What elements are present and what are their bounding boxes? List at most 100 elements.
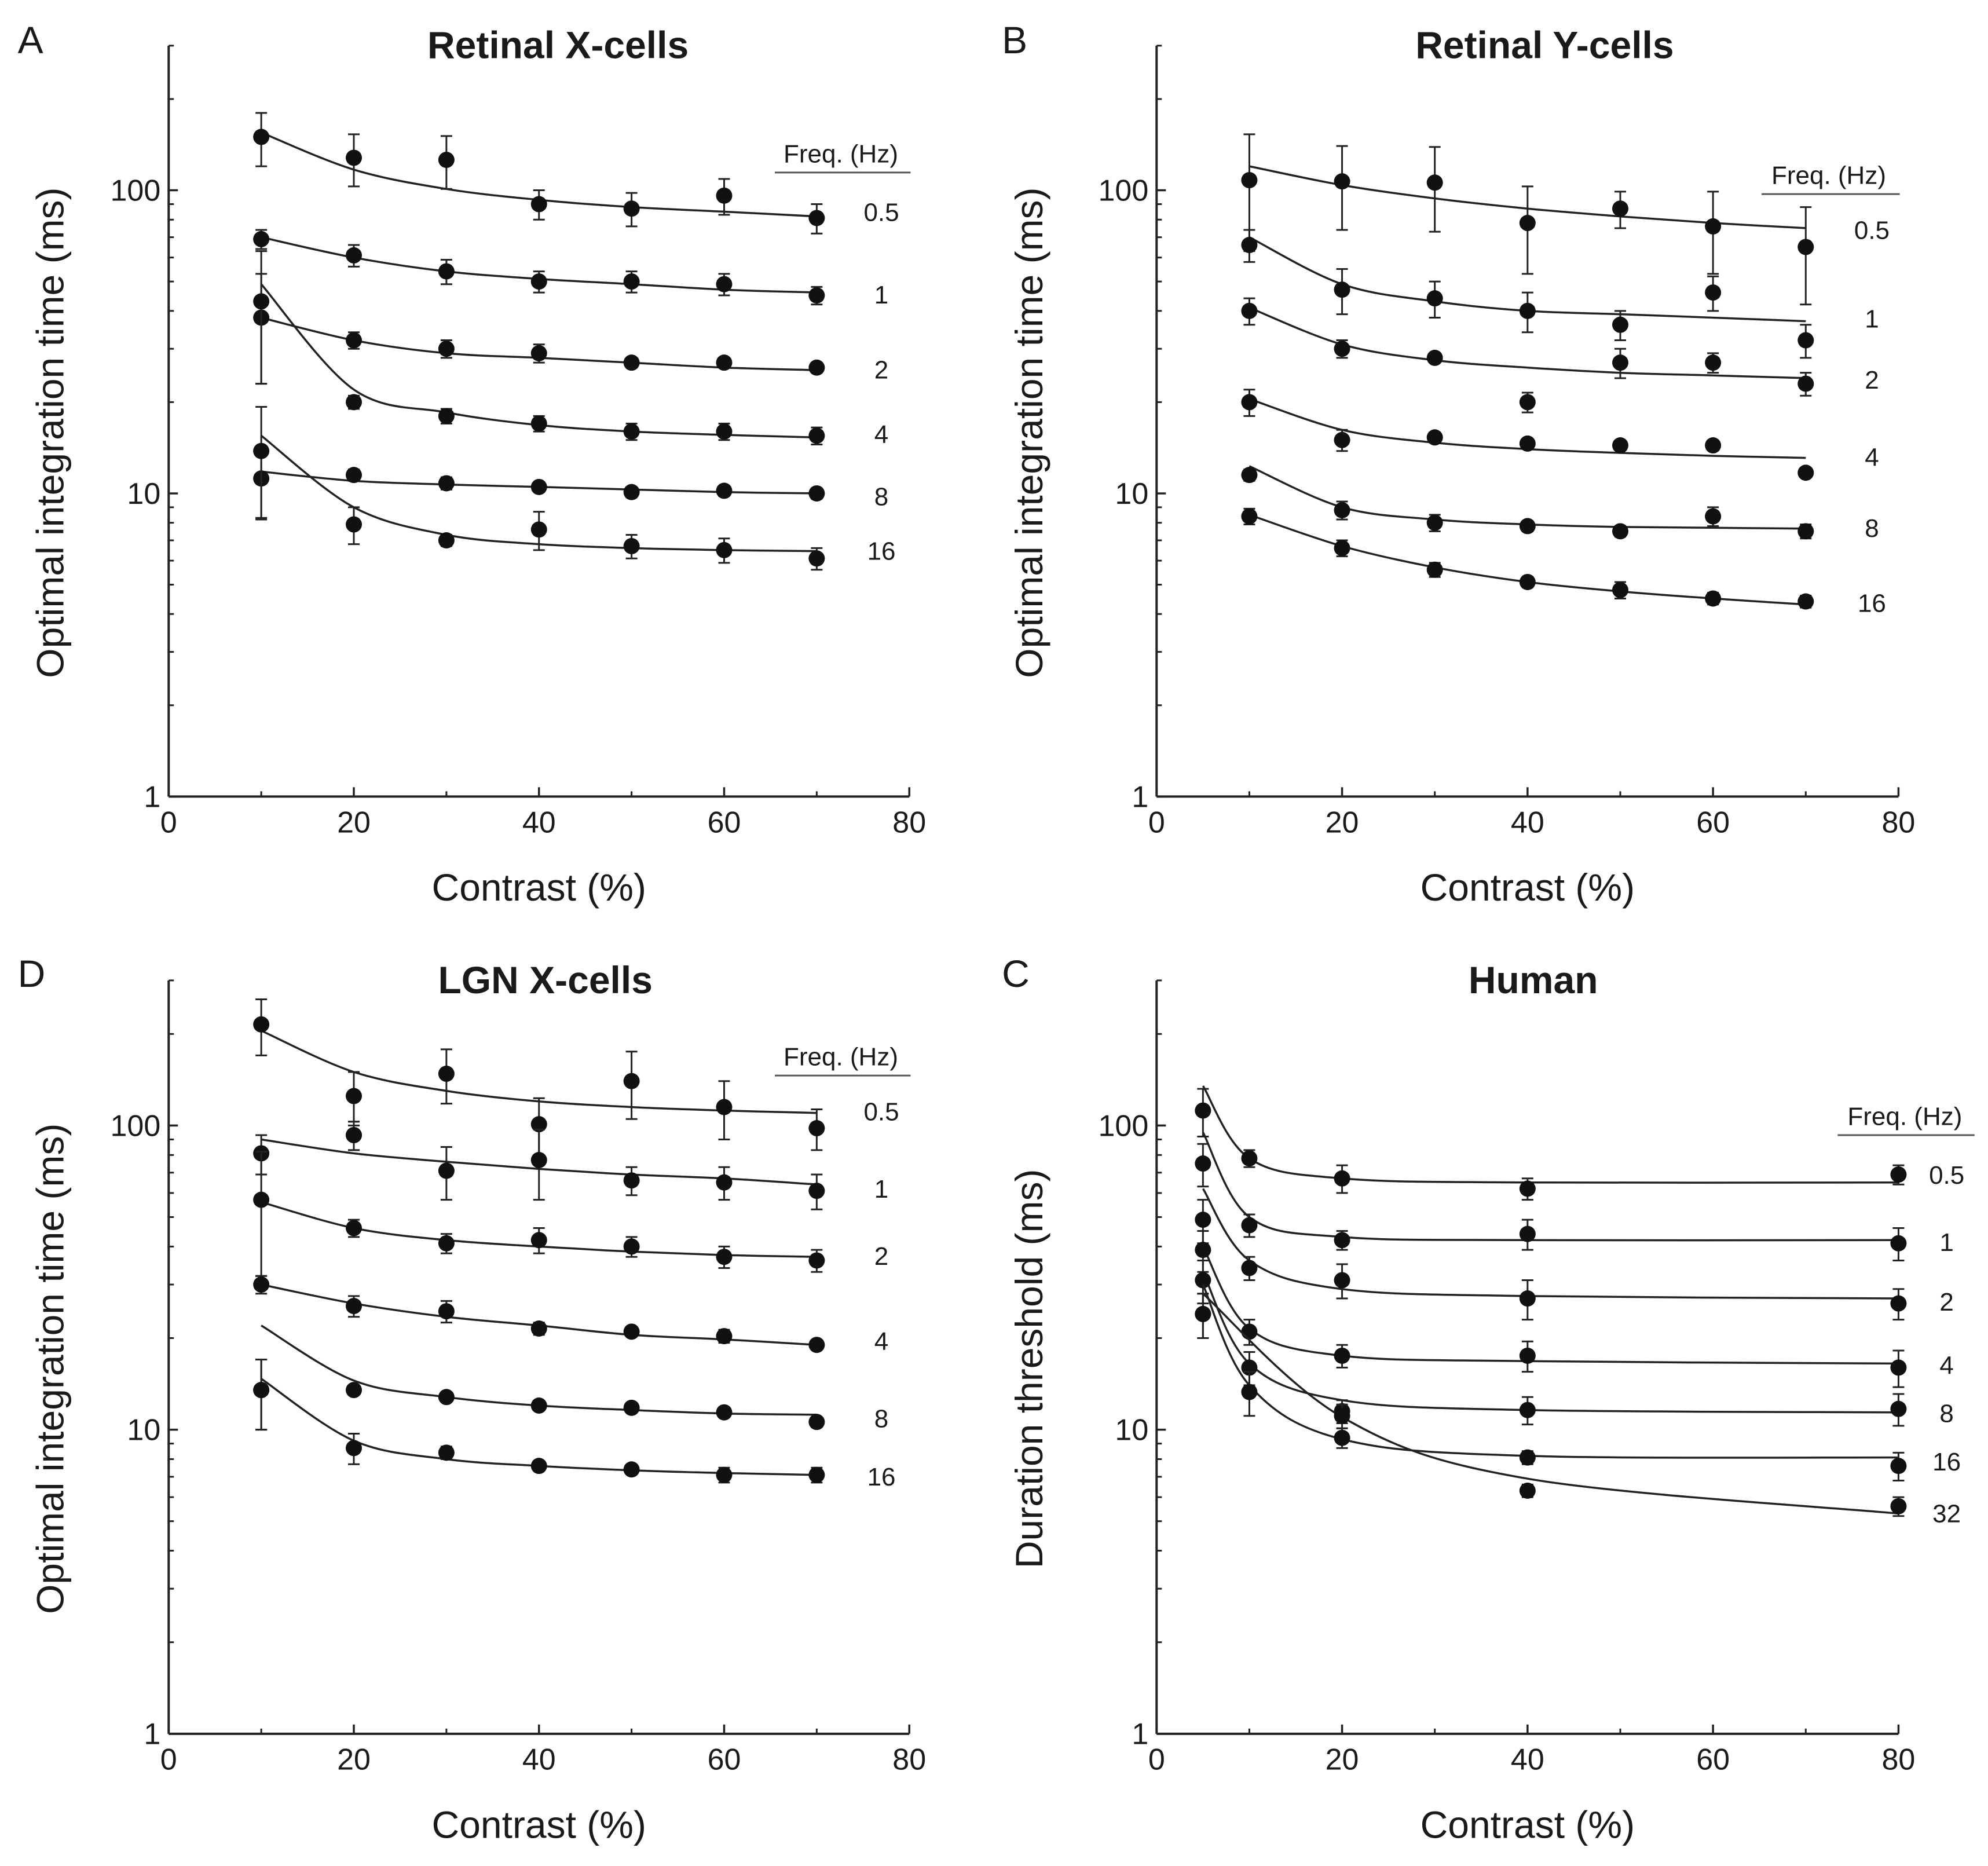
data-point: [346, 394, 363, 411]
data-point: [1334, 431, 1350, 448]
fit-curve: [1202, 1293, 1899, 1515]
x-tick-label: 60: [1696, 806, 1730, 839]
data-point: [438, 475, 455, 492]
data-point: [1890, 1458, 1907, 1474]
chart-title: Retinal X-cells: [427, 24, 689, 67]
data-point: [1705, 437, 1722, 454]
y-axis-label: Optimal integration time (ms): [29, 187, 72, 678]
data-point: [438, 152, 455, 169]
chart-title: LGN X-cells: [438, 958, 652, 1001]
data-point: [716, 187, 733, 204]
data-point: [1705, 590, 1722, 607]
data-point: [1334, 1232, 1350, 1249]
data-point: [1334, 502, 1350, 518]
series-1-hz: 1: [1195, 1132, 1954, 1261]
series-label: 2: [874, 1242, 888, 1271]
y-tick-label: 100: [111, 174, 161, 208]
fit-curve: [1202, 1085, 1899, 1184]
data-point: [716, 1099, 733, 1115]
data-point: [1241, 237, 1258, 254]
data-point: [623, 273, 640, 290]
data-point: [1241, 1150, 1258, 1167]
data-point: [1519, 1449, 1536, 1466]
panel-c: C Human 0 20 40 60 80 1 10 100 Contrast (%) Duratio…: [1002, 952, 1975, 1846]
series-0-5-hz: 0.5: [253, 112, 899, 235]
data-point: [1705, 218, 1722, 235]
y-tick-label: 10: [127, 477, 160, 511]
x-tick-label: 0: [1148, 1743, 1165, 1777]
data-point: [1705, 354, 1722, 371]
data-point: [1519, 302, 1536, 319]
data-point: [1241, 394, 1258, 411]
data-point: [1705, 508, 1722, 525]
data-point: [623, 1323, 640, 1340]
legend-title: Freq. (Hz): [784, 140, 898, 168]
data-point: [1612, 200, 1628, 217]
data-point: [438, 263, 455, 280]
data-point: [1797, 332, 1814, 349]
data-point: [438, 341, 455, 357]
data-point: [1241, 172, 1258, 189]
data-point: [1195, 1305, 1211, 1322]
data-point: [1519, 1347, 1536, 1364]
data-point: [1241, 1217, 1258, 1234]
data-point: [1426, 514, 1443, 531]
data-point: [253, 442, 270, 459]
data-point: [716, 1328, 733, 1345]
data-point: [1797, 239, 1814, 255]
series-8-hz: 8: [253, 446, 888, 521]
data-point: [1612, 581, 1628, 598]
data-point: [1334, 1170, 1350, 1187]
data-point: [1519, 394, 1536, 411]
x-tick-label: 0: [1148, 806, 1165, 839]
series-label: 8: [874, 482, 888, 511]
data-point: [1241, 508, 1258, 525]
data-point: [1519, 1180, 1536, 1197]
series-1-hz: 1: [253, 1121, 888, 1210]
data-point: [623, 200, 640, 217]
series-label: 0.5: [1854, 216, 1890, 244]
series-label: 1: [874, 1175, 888, 1203]
data-point: [346, 1220, 363, 1236]
data-point: [530, 415, 547, 432]
y-tick-label: 100: [1099, 174, 1149, 208]
data-point: [808, 1337, 825, 1353]
x-tick-label: 40: [522, 806, 556, 839]
y-tick-label: 1: [1132, 780, 1148, 814]
panel-d: D LGN X-cells 0 20 40 60 80 1 10 100 Contrast (%) O…: [18, 952, 926, 1846]
data-point: [438, 1235, 455, 1252]
data-point: [1612, 437, 1628, 454]
data-point: [623, 537, 640, 554]
data-point: [1519, 518, 1536, 535]
data-point: [346, 247, 363, 264]
series-8-hz: 8: [1241, 465, 1879, 543]
data-point: [438, 532, 455, 549]
y-tick-label: 10: [1115, 477, 1148, 511]
data-point: [1426, 429, 1443, 446]
data-point: [438, 1066, 455, 1082]
data-point: [808, 287, 825, 304]
data-point: [623, 1238, 640, 1255]
panel-letter: A: [18, 19, 43, 61]
data-point: [438, 408, 455, 425]
series-label: 4: [874, 420, 888, 449]
data-point: [716, 276, 733, 292]
data-point: [346, 516, 363, 533]
data-point: [1241, 1323, 1258, 1340]
series-label: 16: [867, 1463, 896, 1491]
data-point: [808, 1183, 825, 1199]
y-tick-label: 10: [1115, 1414, 1148, 1447]
data-point: [1797, 375, 1814, 392]
data-point: [253, 1382, 270, 1399]
series-4-hz: 4: [253, 1275, 888, 1356]
data-point: [530, 521, 547, 538]
x-tick-label: 60: [708, 1743, 741, 1777]
data-point: [716, 354, 733, 371]
x-tick-label: 40: [1511, 1743, 1544, 1777]
series-label: 16: [1858, 589, 1886, 617]
data-point: [1426, 349, 1443, 366]
data-point: [1890, 1166, 1907, 1183]
data-point: [1426, 174, 1443, 191]
series-4-hz: 4: [1195, 1230, 1954, 1388]
